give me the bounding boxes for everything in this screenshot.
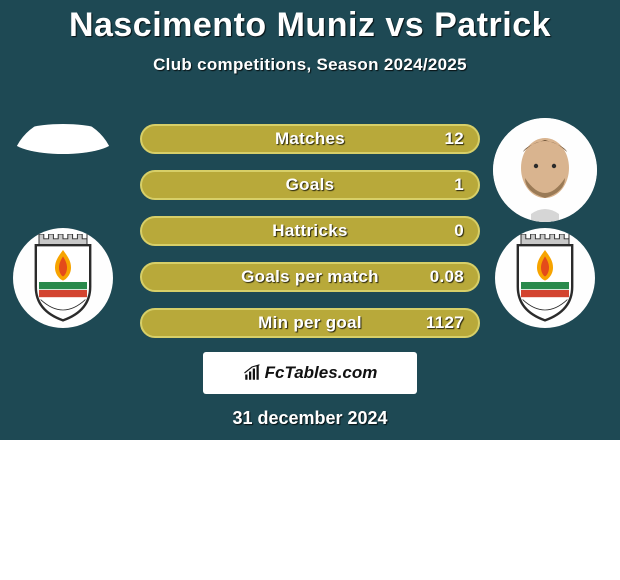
page-title: Nascimento Muniz vs Patrick (0, 6, 620, 45)
comparison-card: Nascimento Muniz vs Patrick Club competi… (0, 0, 620, 440)
player2-face-icon (493, 118, 597, 222)
player2-crest (495, 228, 595, 328)
stat-row: Hattricks0 (140, 216, 480, 246)
stat-row: Goals1 (140, 170, 480, 200)
brand-badge: FcTables.com (203, 352, 417, 394)
stat-row: Matches12 (140, 124, 480, 154)
stat-label: Hattricks (142, 221, 478, 241)
player2-photo (493, 118, 597, 222)
stat-value-right: 0.08 (430, 267, 464, 287)
stat-value-right: 1 (454, 175, 464, 195)
player1-placeholder (11, 124, 115, 154)
stat-value-right: 12 (444, 129, 464, 149)
brand-label: FcTables.com (265, 363, 378, 383)
club-crest-svg (23, 234, 103, 322)
subtitle: Club competitions, Season 2024/2025 (0, 55, 620, 75)
stat-value-right: 1127 (426, 313, 464, 333)
player1-photo (11, 118, 115, 222)
stat-label: Goals per match (142, 267, 478, 287)
chart-icon (243, 364, 261, 382)
stat-label: Goals (142, 175, 478, 195)
player1-crest (13, 228, 113, 328)
player1-column (8, 118, 118, 328)
date-label: 31 december 2024 (0, 408, 620, 429)
club-crest-svg (505, 234, 585, 322)
stat-value-right: 0 (454, 221, 464, 241)
stat-row: Min per goal1127 (140, 308, 480, 338)
player2-column (490, 118, 600, 328)
stat-row: Goals per match0.08 (140, 262, 480, 292)
stats-list: Matches12 Goals1 Hattricks0 Goals per match… (140, 124, 480, 354)
stat-label: Matches (142, 129, 478, 149)
